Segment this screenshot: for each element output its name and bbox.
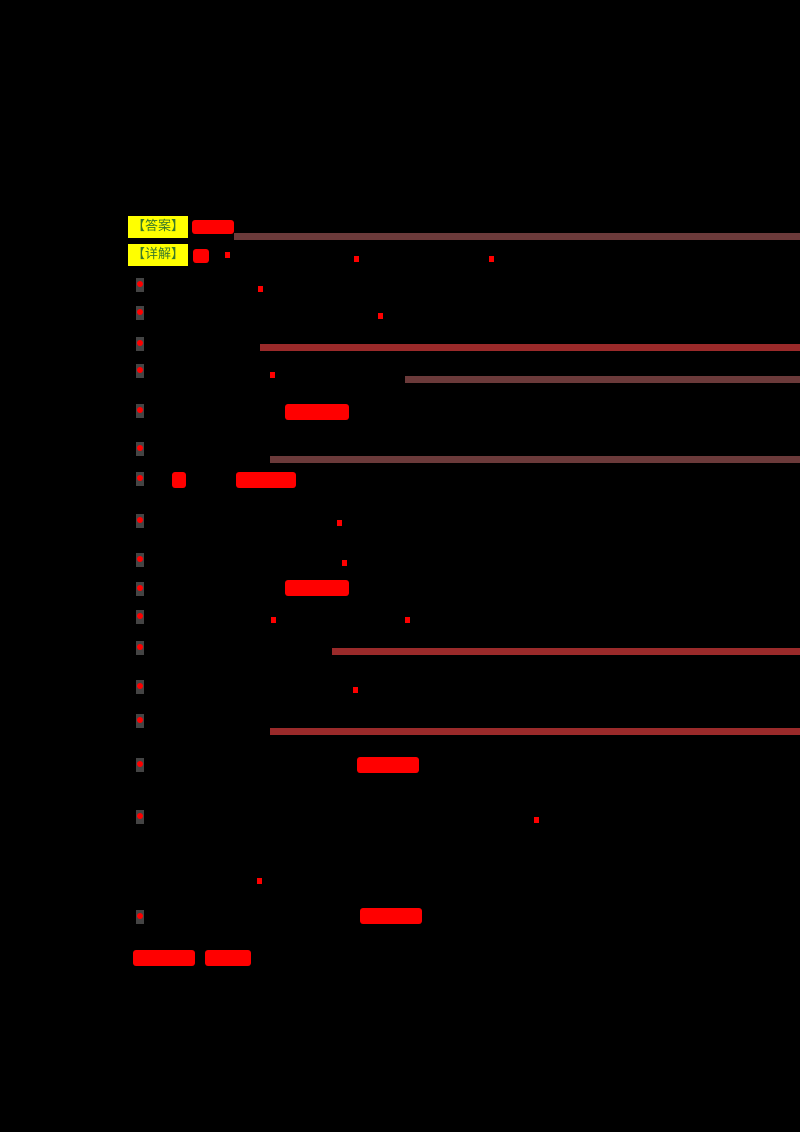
item-marker — [136, 758, 144, 772]
answer-label: 【答案】 — [128, 216, 189, 238]
marker — [258, 286, 263, 292]
marker — [489, 256, 494, 262]
item-marker — [136, 278, 144, 292]
rule — [332, 648, 800, 655]
highlight — [285, 404, 349, 420]
item-marker — [136, 514, 144, 528]
rule — [234, 233, 800, 240]
conclusion-value — [205, 950, 251, 966]
highlight — [360, 908, 422, 924]
item-marker — [136, 404, 144, 418]
marker — [257, 878, 262, 884]
marker — [353, 687, 358, 693]
highlight — [285, 580, 349, 596]
highlight — [236, 472, 296, 488]
rule — [260, 344, 800, 351]
marker — [405, 617, 410, 623]
marker — [354, 256, 359, 262]
explain-label: 【详解】 — [128, 244, 189, 266]
item-marker — [136, 714, 144, 728]
item-marker — [136, 680, 144, 694]
rule — [270, 728, 800, 735]
item-marker — [136, 306, 144, 320]
marker — [225, 252, 230, 258]
item-marker — [136, 364, 144, 378]
item-marker — [136, 337, 144, 351]
conclusion — [133, 950, 195, 966]
marker — [271, 617, 276, 623]
item-marker — [136, 910, 144, 924]
marker — [270, 372, 275, 378]
marker — [337, 520, 342, 526]
item-marker — [136, 472, 144, 486]
marker — [342, 560, 347, 566]
rule — [405, 376, 800, 383]
item-marker — [136, 442, 144, 456]
item-marker — [136, 582, 144, 596]
rule — [270, 456, 800, 463]
marker — [534, 817, 539, 823]
item-marker — [136, 641, 144, 655]
item-marker — [136, 810, 144, 824]
highlight — [172, 472, 186, 488]
explain-start — [193, 249, 209, 263]
answer-value — [192, 220, 234, 234]
highlight — [357, 757, 419, 773]
item-marker — [136, 553, 144, 567]
item-marker — [136, 610, 144, 624]
marker — [378, 313, 383, 319]
